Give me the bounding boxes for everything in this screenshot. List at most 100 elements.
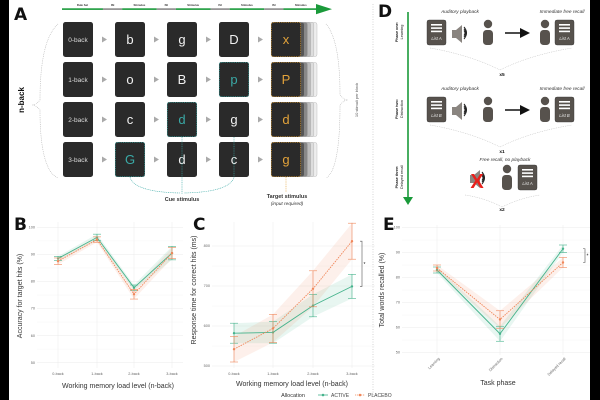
block-label: 10 stimuli per block — [354, 83, 359, 117]
timeline-segment — [102, 8, 123, 10]
list-name: List A — [431, 36, 442, 41]
stimulus-box — [167, 22, 197, 57]
series-line-active — [57, 236, 173, 289]
y-tick-label: 700 — [204, 284, 210, 288]
sound-wave — [463, 28, 467, 38]
n-back-label: n-back — [17, 87, 26, 113]
y-tick-label: 100 — [29, 226, 35, 230]
sequence-arrow-icon — [258, 156, 263, 163]
y-tick-label: 600 — [204, 324, 210, 328]
list-line — [431, 24, 442, 26]
series-line-placebo — [233, 240, 353, 350]
phase-left-caption: Auditory playback — [440, 86, 479, 92]
timeline-segment — [283, 8, 318, 10]
legend-active-label: ACTIVE — [331, 393, 350, 399]
cue-connector — [129, 176, 181, 194]
list-line — [522, 175, 533, 178]
sound-wave — [481, 171, 485, 185]
timeline-arrow-icon — [316, 4, 332, 15]
stimulus-letter: d — [178, 112, 185, 127]
chart-c: C 500 600 700 800 0-back 1-back 2-back 3-back Res… — [191, 215, 375, 388]
repeat-brace — [429, 47, 573, 71]
cue-stimulus-label: Cue stimulus — [165, 197, 200, 203]
row-label-box — [63, 22, 93, 57]
left-brace — [31, 23, 59, 179]
row-label: 1-back — [68, 77, 88, 84]
sequence-arrow-icon — [154, 116, 159, 123]
list-line — [522, 172, 533, 174]
no-playback-cross-icon: X — [470, 171, 484, 193]
sound-wave — [481, 175, 484, 181]
legend: Allocation ACTIVE PLACEBO — [281, 393, 392, 399]
timeline: Rule Set ISI Stimulus ISI Stimulus ISI Stimulu… — [62, 3, 332, 15]
timeline-label: Rule Set — [77, 3, 88, 7]
stimulus-letter: g — [178, 32, 185, 47]
y-tick-label: 60 — [396, 326, 400, 330]
cue-stimulus-box — [115, 142, 145, 177]
y-tick-label: 500 — [204, 364, 210, 368]
stimulus-box — [115, 62, 145, 97]
phase-title: Phase one: — [395, 22, 399, 42]
timeline-label: ISI — [272, 3, 276, 7]
list-line — [431, 27, 442, 29]
phases: Phase one: Learning List A List A Auditory p… — [395, 9, 585, 213]
word-list-icon — [554, 19, 575, 46]
repeat-brace — [464, 194, 541, 208]
y-axis-label: Accuracy for target hits (%) — [17, 254, 24, 338]
x-tick-label: 1-back — [267, 372, 278, 376]
list-line — [522, 169, 533, 171]
data-point-active — [132, 286, 136, 289]
stimulus-letter: b — [126, 32, 133, 47]
phase-name: Learning — [400, 25, 404, 40]
phase-title: Phase three: — [395, 166, 399, 189]
word-list-icon — [426, 19, 447, 46]
x-tick-label: 3-back — [346, 372, 357, 376]
phase-left-caption: Auditory playback — [440, 9, 479, 15]
y-axis-label: Response time for correct hits (ms) — [191, 236, 198, 345]
repeat-count: x1 — [499, 149, 505, 155]
significance-marker: * — [587, 254, 589, 260]
stimulus-letter: g — [282, 152, 289, 167]
person-icon — [483, 19, 493, 29]
person-body — [540, 107, 550, 122]
panel-d-letter: D — [378, 2, 392, 22]
data-point-placebo — [311, 287, 315, 290]
sound-wave — [463, 103, 467, 117]
data-point-active — [498, 332, 502, 335]
repeat-brace — [429, 124, 573, 148]
panel-letter: E — [383, 215, 395, 235]
speaker-icon — [452, 25, 462, 43]
significance-bracket — [583, 248, 586, 263]
target-stimulus-box — [271, 102, 301, 137]
person-body — [540, 30, 550, 45]
legend-active-marker — [321, 393, 325, 397]
cue-connector — [183, 137, 235, 194]
stimulus-box — [219, 22, 249, 57]
list-line — [559, 27, 570, 29]
y-tick-label: 800 — [204, 244, 210, 248]
stimulus-letter: D — [229, 32, 238, 47]
y-tick-label: 90 — [396, 251, 400, 255]
stimulus-letter: x — [283, 32, 290, 47]
sound-wave — [463, 30, 466, 36]
data-point-placebo — [561, 261, 565, 264]
y-tick-label: 60 — [31, 334, 35, 338]
stimulus-letter: p — [230, 72, 237, 87]
confidence-band-placebo — [58, 236, 172, 300]
x-axis-label: Task phase — [480, 380, 516, 387]
list-name: List A — [522, 181, 533, 186]
person-icon — [502, 164, 512, 174]
sequence-arrow-icon — [154, 76, 159, 83]
data-point-placebo — [132, 292, 136, 296]
panel-a-letter: A — [14, 5, 28, 25]
list-line — [431, 30, 442, 33]
right-brace — [325, 23, 349, 179]
series-line-active — [233, 285, 353, 334]
y-axis-label: Total words recalled (%) — [379, 253, 386, 328]
sound-wave — [463, 26, 467, 40]
sound-wave — [463, 107, 466, 113]
sequence-arrow-icon — [154, 36, 159, 43]
data-point-placebo — [95, 238, 99, 241]
